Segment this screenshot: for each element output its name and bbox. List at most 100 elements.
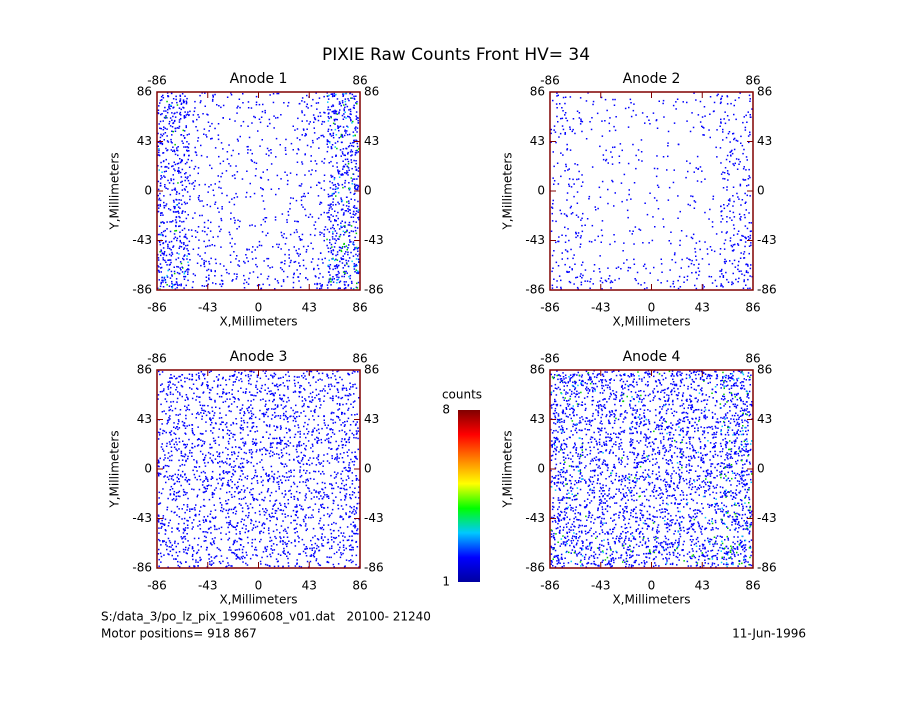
hit	[169, 432, 172, 434]
hit	[188, 483, 191, 485]
hit	[332, 136, 335, 139]
hit	[168, 409, 170, 412]
hit	[566, 192, 569, 194]
hit	[354, 496, 357, 499]
hit	[191, 286, 194, 289]
hit	[655, 119, 658, 122]
hit	[626, 199, 628, 201]
hit	[176, 239, 178, 242]
hit	[167, 259, 169, 261]
hit	[332, 231, 334, 233]
hit	[354, 187, 356, 189]
hit	[344, 185, 346, 188]
hit	[345, 205, 348, 207]
hit	[338, 172, 340, 175]
hit	[327, 140, 329, 142]
hit	[211, 560, 213, 562]
hit	[337, 182, 339, 185]
hit	[576, 164, 579, 166]
hit	[313, 470, 315, 473]
hit	[184, 211, 186, 213]
hit	[191, 424, 193, 426]
hit	[668, 240, 670, 242]
hit	[183, 273, 186, 275]
hit	[214, 275, 216, 277]
hit	[306, 278, 309, 281]
hit	[663, 226, 665, 228]
hit	[196, 494, 199, 496]
hit	[745, 114, 747, 117]
hit	[162, 152, 164, 154]
hit	[277, 388, 279, 391]
hit	[274, 288, 276, 290]
hit	[265, 375, 267, 377]
y-tick-label: 43	[530, 134, 545, 148]
hit	[328, 259, 330, 262]
hit	[174, 189, 177, 191]
hit	[632, 230, 634, 232]
hit	[347, 475, 349, 477]
hit	[268, 154, 270, 157]
hit	[162, 257, 164, 259]
hit	[267, 479, 269, 481]
hit	[662, 102, 664, 105]
hit	[304, 515, 306, 518]
hit	[320, 285, 322, 287]
hit	[323, 415, 325, 417]
hit	[331, 226, 334, 229]
hit	[210, 510, 212, 513]
hit	[160, 214, 162, 216]
hit	[220, 279, 223, 282]
hit	[601, 234, 604, 237]
hit	[312, 376, 315, 378]
hit	[355, 263, 357, 266]
hit	[203, 486, 205, 489]
hit	[158, 565, 160, 567]
hit	[178, 107, 181, 109]
hit	[239, 220, 241, 223]
hit	[168, 285, 171, 287]
hit	[329, 180, 331, 183]
hit	[179, 409, 182, 411]
hit	[304, 195, 306, 198]
hit	[180, 176, 183, 178]
hit	[731, 152, 734, 155]
hit	[247, 461, 250, 463]
hit	[240, 378, 242, 380]
hit	[281, 439, 284, 442]
hit	[235, 165, 237, 167]
hit	[272, 93, 275, 95]
hit	[348, 221, 351, 224]
hit	[320, 134, 322, 137]
hit	[309, 477, 312, 480]
hit	[750, 264, 752, 266]
hit	[173, 270, 176, 273]
hit	[354, 134, 356, 136]
hit	[174, 116, 177, 118]
hit	[186, 97, 188, 100]
hit	[289, 172, 292, 174]
hit	[162, 160, 165, 163]
hit	[239, 432, 242, 434]
hit	[670, 231, 672, 233]
hit	[285, 530, 287, 532]
hit	[311, 462, 313, 465]
hit	[699, 121, 702, 123]
hit	[198, 488, 201, 491]
hit	[186, 396, 188, 398]
hit	[313, 478, 315, 480]
hit	[178, 530, 180, 532]
hit	[344, 431, 346, 433]
hit	[171, 112, 173, 114]
hit	[244, 489, 246, 491]
hit	[337, 140, 339, 143]
hit	[179, 225, 181, 227]
hit	[294, 391, 297, 393]
hit	[157, 503, 160, 505]
hit	[337, 217, 339, 220]
density-cell	[190, 159, 225, 191]
hit	[204, 456, 206, 459]
hit	[240, 448, 243, 450]
hit	[187, 397, 189, 400]
hit	[195, 460, 198, 462]
